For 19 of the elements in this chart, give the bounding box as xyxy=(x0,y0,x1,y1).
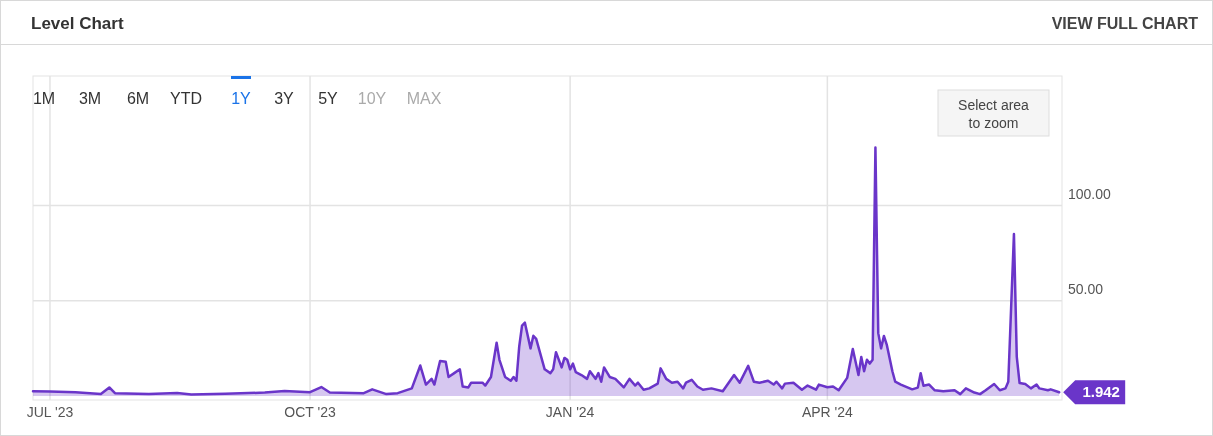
annotation: Select area to zoom xyxy=(958,97,1030,131)
x-tick-label: JUL '23 xyxy=(26,404,74,420)
annotation: 1.942 xyxy=(1082,383,1120,401)
annotation: 10Y xyxy=(357,90,387,107)
x-tick-label: JAN '24 xyxy=(545,404,595,420)
y-tick-label: 50.00 xyxy=(1068,280,1104,297)
x-tick-label: APR '24 xyxy=(801,404,854,420)
annotation: 3M xyxy=(78,90,102,107)
chart-title: Level Chart xyxy=(31,14,124,33)
x-tick-label: OCT '23 xyxy=(284,404,336,420)
annotation: 6M xyxy=(126,90,150,107)
annotation: 5Y xyxy=(318,90,339,107)
y-tick-label: 100.00 xyxy=(1068,185,1112,202)
annotation: 3Y xyxy=(274,90,295,107)
annotation: 1Y xyxy=(231,90,252,107)
annotation: MAX xyxy=(406,90,442,107)
text: VIEW FULL CHART xyxy=(1051,15,1199,32)
annotation: YTD xyxy=(170,90,202,107)
annotation: 1M xyxy=(32,90,56,107)
